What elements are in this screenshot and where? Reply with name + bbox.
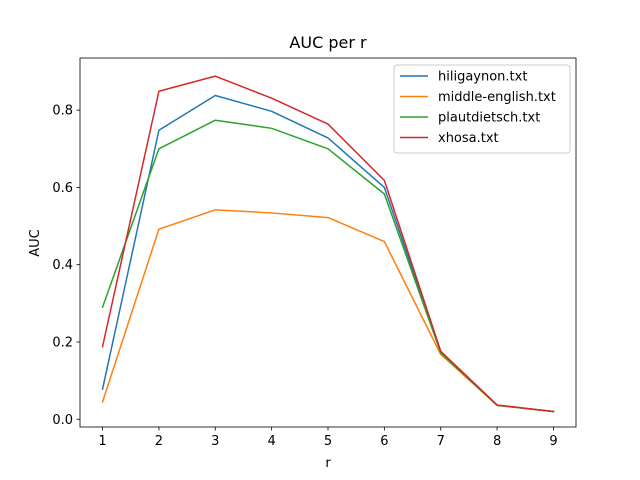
x-tick-label-5: 6 (380, 434, 388, 449)
x-tick-label-0: 1 (98, 434, 106, 449)
legend-label-0: hiligaynon.txt (438, 70, 527, 85)
x-axis-label: r (325, 456, 331, 471)
plot-area: 1 2 3 4 5 6 7 8 9 0.0 0.2 0.4 0.6 0.8 (52, 57, 577, 449)
y-tick-label-3: 0.6 (52, 181, 73, 196)
legend-label-3: xhosa.txt (438, 131, 499, 146)
y-tick-label-0: 0.0 (52, 413, 73, 428)
legend-label-2: plautdietsch.txt (438, 111, 540, 126)
legend-box (393, 64, 571, 154)
legend: hiligaynon.txt middle-english.txt plautdie… (393, 64, 571, 154)
x-tick-label-6: 7 (437, 434, 445, 449)
x-tick-label-3: 4 (267, 434, 275, 449)
y-axis-label: AUC (28, 229, 43, 257)
x-tick-label-1: 2 (155, 434, 163, 449)
chart-title: AUC per r (289, 33, 367, 52)
x-tick-label-2: 3 (211, 434, 219, 449)
y-tick-label-4: 0.8 (52, 104, 73, 119)
y-tick-label-2: 0.4 (52, 258, 73, 273)
x-tick-label-4: 5 (324, 434, 332, 449)
y-tick-label-1: 0.2 (52, 335, 73, 350)
legend-label-1: middle-english.txt (438, 90, 556, 105)
x-tick-label-8: 9 (549, 434, 557, 449)
x-tick-label-7: 8 (493, 434, 501, 449)
series-line-3 (101, 75, 555, 413)
